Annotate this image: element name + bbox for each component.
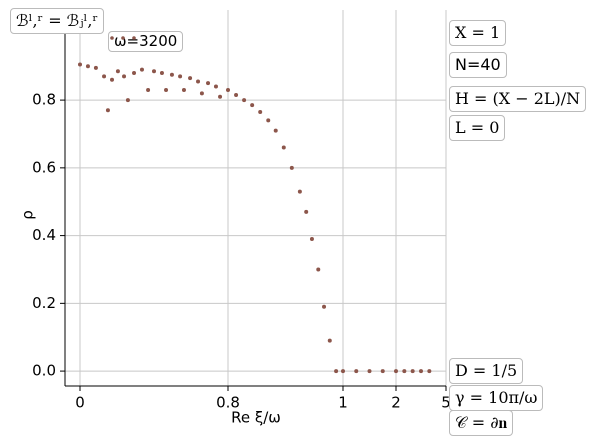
data-point — [354, 369, 359, 374]
data-point — [367, 369, 372, 374]
data-point — [273, 128, 278, 133]
data-point — [316, 267, 321, 272]
x-tick-label: 5 — [441, 394, 451, 412]
data-point — [234, 93, 239, 98]
data-point — [105, 108, 110, 113]
data-point — [297, 189, 302, 194]
data-point — [341, 369, 345, 374]
data-point — [258, 109, 263, 114]
data-point — [125, 98, 130, 103]
data-point — [188, 76, 193, 81]
data-point — [419, 369, 423, 374]
data-point — [93, 65, 98, 70]
data-point — [139, 67, 144, 72]
data-point — [304, 209, 309, 214]
legend: ω=3200 — [108, 31, 184, 52]
data-point — [427, 369, 432, 374]
data-point — [410, 369, 415, 374]
data-point — [213, 84, 218, 89]
data-point — [164, 87, 169, 92]
data-point — [289, 165, 294, 170]
y-tick-label: 0.0 — [32, 362, 56, 380]
data-point — [196, 79, 201, 84]
annotation: γ = 10π/ω — [449, 385, 544, 411]
y-tick-label: 0.4 — [32, 226, 56, 244]
legend-label: ω=3200 — [114, 32, 178, 50]
x-tick-label: 0.8 — [216, 394, 240, 412]
annotation: N=40 — [449, 52, 507, 78]
data-point — [218, 94, 223, 99]
y-axis-label: ρ — [19, 210, 37, 220]
data-point — [226, 87, 230, 92]
data-point — [122, 74, 127, 79]
y-tick-label: 0.8 — [32, 91, 56, 109]
legend-dot — [132, 36, 136, 40]
data-point — [309, 236, 314, 241]
data-point — [102, 74, 107, 79]
y-tick-label: 0.2 — [32, 294, 56, 312]
data-point — [334, 369, 339, 374]
data-point — [322, 304, 327, 309]
legend-marker — [110, 36, 136, 40]
data-point — [199, 91, 204, 96]
data-point — [132, 71, 137, 76]
annotation: 𝒞 = ∂𝐧 — [449, 410, 514, 436]
data-point — [206, 81, 211, 86]
data-point — [115, 69, 120, 74]
data-point — [78, 62, 82, 67]
annotation: ℬˡ,ʳ = ℬⱼˡ,ʳ — [10, 8, 105, 34]
x-axis-label: Re ξ/ω — [231, 409, 281, 427]
data-point — [242, 98, 247, 103]
data-point — [85, 64, 90, 69]
data-point — [169, 72, 174, 77]
data-point — [394, 369, 398, 374]
data-point — [402, 369, 407, 374]
x-tick-label: 1 — [338, 394, 348, 412]
data-point — [146, 87, 151, 92]
legend-dot — [121, 36, 125, 40]
data-point — [266, 118, 271, 123]
annotation: H = (X − 2L)/N — [449, 86, 587, 112]
data-point — [159, 71, 164, 76]
x-tick-label: 2 — [391, 394, 401, 412]
data-point — [250, 103, 255, 108]
data-point — [380, 369, 385, 374]
annotation: L = 0 — [449, 115, 506, 141]
data-point — [181, 87, 186, 92]
legend-dot — [110, 36, 114, 40]
data-point — [110, 77, 115, 82]
data-point — [281, 145, 286, 150]
y-tick-label: 0.6 — [32, 158, 56, 176]
annotation: X = 1 — [449, 20, 507, 46]
annotation: D = 1/5 — [449, 358, 524, 384]
data-point — [152, 69, 156, 74]
data-point — [178, 74, 183, 79]
data-point — [327, 338, 332, 343]
x-tick-label: 0 — [75, 394, 85, 412]
